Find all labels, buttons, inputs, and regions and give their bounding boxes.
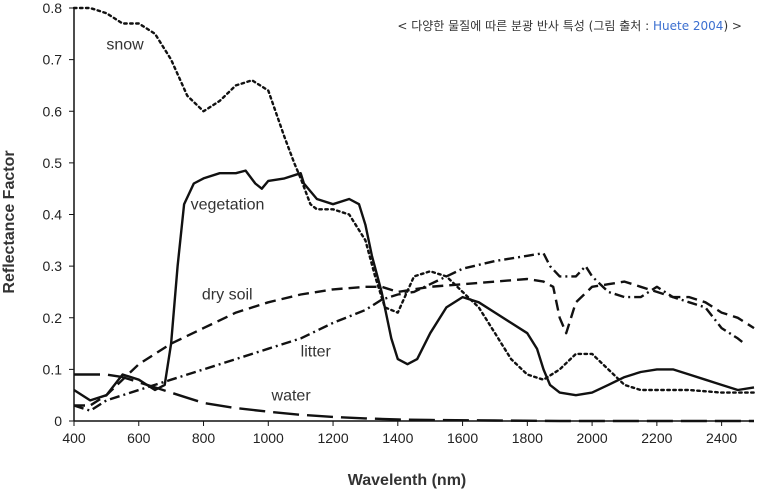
series-labels: snow vegetation dry soil litter water	[106, 36, 331, 404]
y-tick-label: 0	[54, 413, 62, 429]
series-label-water: water	[271, 387, 312, 404]
y-axis-title: Reflectance Factor	[1, 150, 18, 293]
y-tick-label: 0.5	[43, 155, 63, 171]
y-tick-label: 0.2	[43, 310, 63, 326]
series-label-snow: snow	[106, 36, 144, 53]
x-axis-ticks: 400 600 800 1000 1200 1400 1600 1800 2000 2200 240…	[62, 421, 737, 446]
series-line-litter	[73, 252, 746, 412]
x-tick-label: 2200	[641, 430, 672, 446]
x-tick-label: 2400	[706, 430, 737, 446]
x-tick-label: 400	[62, 430, 86, 446]
y-tick-label: 0.8	[43, 0, 63, 16]
source-note-suffix: ) >	[723, 19, 742, 33]
x-axis-title: Wavelenth (nm)	[348, 472, 467, 489]
x-tick-label: 1400	[382, 430, 413, 446]
x-tick-label: 1200	[317, 430, 348, 446]
x-tick-label: 2000	[577, 430, 608, 446]
series-label-dry-soil: dry soil	[202, 287, 253, 304]
source-link[interactable]: Huete 2004	[653, 19, 723, 33]
source-note-prefix: < 다양한 물질에 따른 분광 반사 특성 (그림 출처 :	[397, 19, 653, 33]
y-tick-label: 0.6	[43, 103, 63, 119]
source-note: < 다양한 물질에 따른 분광 반사 특성 (그림 출처 : Huete 200…	[397, 19, 742, 33]
y-tick-label: 0.4	[43, 207, 63, 223]
x-tick-label: 1800	[512, 430, 543, 446]
y-tick-label: 0.7	[43, 52, 63, 68]
series-line-dry-soil	[74, 277, 755, 407]
x-tick-label: 800	[192, 430, 216, 446]
series-label-vegetation: vegetation	[191, 196, 265, 213]
y-axis-ticks: 0 0.1 0.2 0.3 0.4 0.5 0.6 0.7 0.8	[43, 0, 74, 429]
series-line-snow	[72, 6, 756, 394]
series-lines	[72, 6, 756, 423]
x-tick-label: 600	[127, 430, 151, 446]
y-tick-label: 0.3	[43, 258, 63, 274]
x-tick-label: 1600	[447, 430, 478, 446]
x-tick-label: 1000	[253, 430, 284, 446]
y-tick-label: 0.1	[43, 361, 63, 377]
series-line-water	[74, 373, 754, 423]
series-label-litter: litter	[301, 343, 332, 360]
series-line-vegetation	[73, 169, 755, 402]
